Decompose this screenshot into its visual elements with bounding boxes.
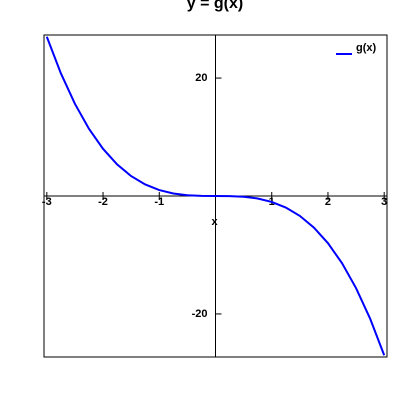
x-tick-label: -1 bbox=[154, 196, 164, 208]
x-tick-label: -2 bbox=[98, 196, 108, 208]
x-tick-label: 2 bbox=[325, 196, 331, 208]
x-axis-label: x bbox=[211, 216, 218, 228]
y-tick-label: 20 bbox=[195, 72, 207, 84]
chart-title: y = g(x) bbox=[187, 0, 243, 12]
x-tick-label: -3 bbox=[42, 196, 52, 208]
y-tick-label: -20 bbox=[192, 308, 208, 320]
series-line bbox=[45, 36, 386, 356]
x-tick-label: 3 bbox=[381, 196, 387, 208]
legend-label: g(x) bbox=[356, 42, 377, 54]
